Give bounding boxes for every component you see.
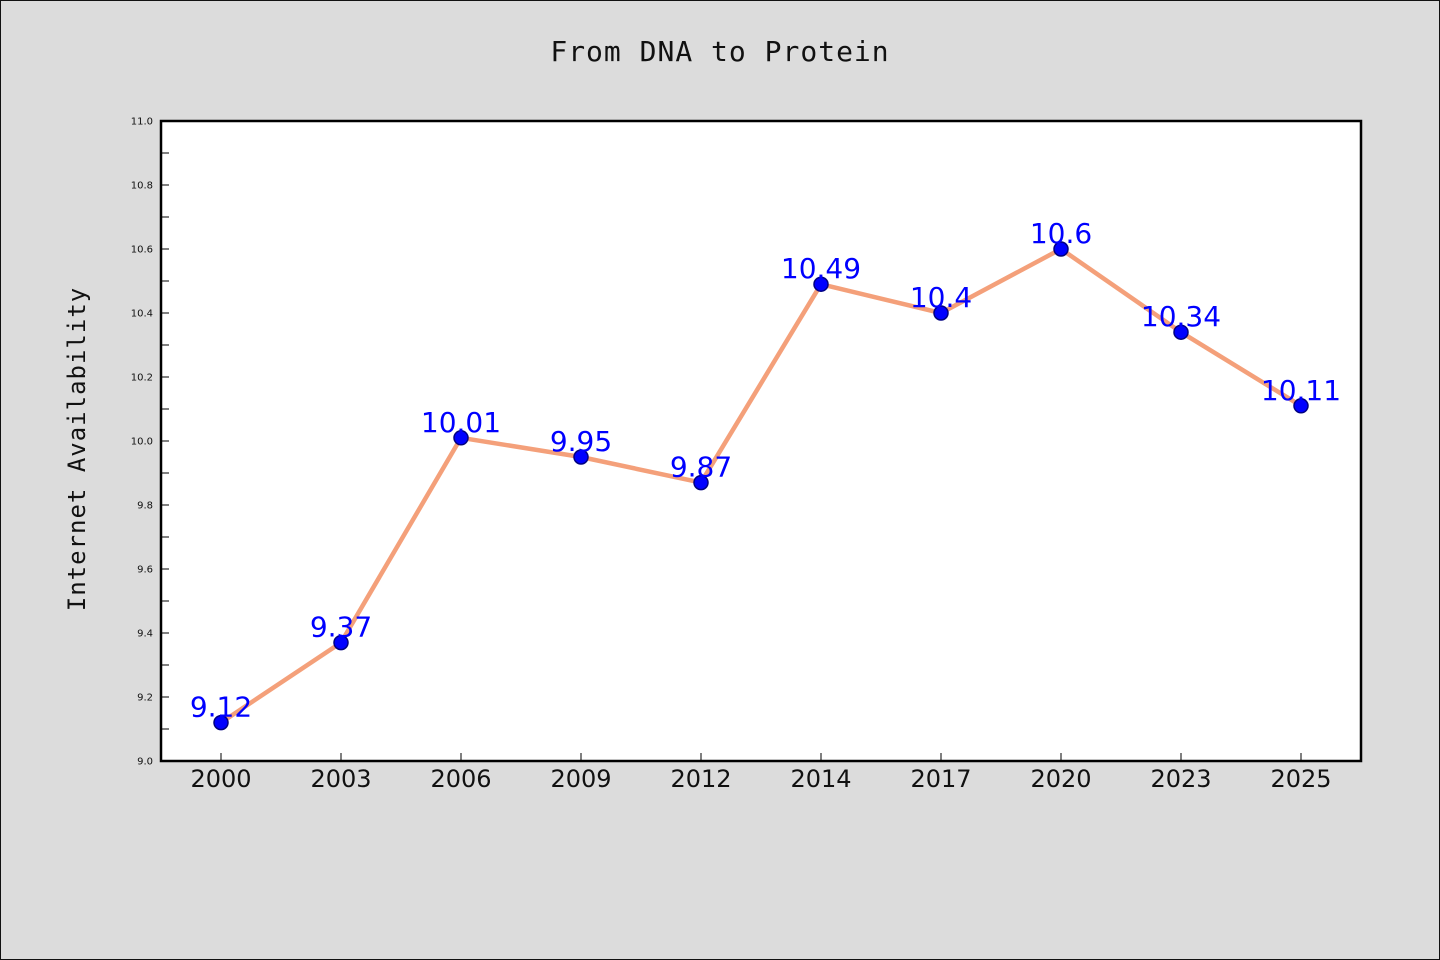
data-point <box>1053 241 1069 257</box>
data-markers <box>213 241 1309 731</box>
data-labels: 9.12 9.37 10.01 9.95 9.87 10.49 10.4 10.6 10.34 1… <box>190 217 1341 724</box>
x-tick-label: 2025 <box>1270 765 1331 793</box>
x-tick-label: 2023 <box>1150 765 1211 793</box>
y-tick-label: 9.6 <box>137 565 153 576</box>
data-label: 10.34 <box>1141 300 1221 333</box>
data-label: 10.01 <box>421 406 501 439</box>
data-label: 10.49 <box>781 252 861 285</box>
y-tick-label: 10.4 <box>131 309 153 320</box>
data-label: 9.87 <box>670 451 732 484</box>
data-label: 10.6 <box>1030 217 1092 250</box>
data-label: 10.11 <box>1261 374 1341 407</box>
x-tick-label: 2000 <box>190 765 251 793</box>
y-tick-label: 10.6 <box>131 245 153 256</box>
plot-area <box>159 119 1363 763</box>
data-label: 9.37 <box>310 611 372 644</box>
chart-title: From DNA to Protein <box>550 35 890 68</box>
series-line <box>219 246 1303 725</box>
x-tick-label: 2020 <box>1030 765 1091 793</box>
y-tick-label: 9.8 <box>137 501 153 512</box>
data-point <box>453 430 469 446</box>
data-point <box>573 449 589 465</box>
y-tick-label: 9.4 <box>137 629 153 640</box>
x-tick-label: 2003 <box>310 765 371 793</box>
data-point <box>213 714 229 731</box>
data-label: 9.12 <box>190 691 252 724</box>
y-tick-label: 9.0 <box>137 757 153 768</box>
y-axis-ticks: 9.0 9.2 9.4 9.6 9.8 10.0 10.2 10.4 10.6 10.8 11.0 <box>131 117 169 768</box>
data-point <box>333 634 349 651</box>
y-tick-label: 10.8 <box>131 181 153 192</box>
data-point <box>693 474 709 491</box>
data-point <box>813 276 829 292</box>
data-point <box>1293 398 1309 414</box>
y-axis-label: Internet Availability <box>63 287 91 611</box>
x-axis-ticks: 2000 2003 2006 2009 2012 2014 2017 2020 2023 2025 <box>190 753 1332 793</box>
data-point <box>1173 324 1189 340</box>
y-tick-label: 9.2 <box>137 693 153 704</box>
data-point <box>933 305 949 321</box>
x-tick-label: 2014 <box>790 765 851 793</box>
x-tick-label: 2012 <box>670 765 731 793</box>
x-tick-label: 2017 <box>910 765 971 793</box>
y-tick-label: 10.2 <box>131 373 153 384</box>
data-label: 10.4 <box>910 281 972 314</box>
data-label: 9.95 <box>550 425 612 458</box>
y-tick-label: 11.0 <box>131 117 153 128</box>
y-tick-label: 10.0 <box>131 437 153 448</box>
x-tick-label: 2006 <box>430 765 491 793</box>
x-tick-label: 2009 <box>550 765 611 793</box>
